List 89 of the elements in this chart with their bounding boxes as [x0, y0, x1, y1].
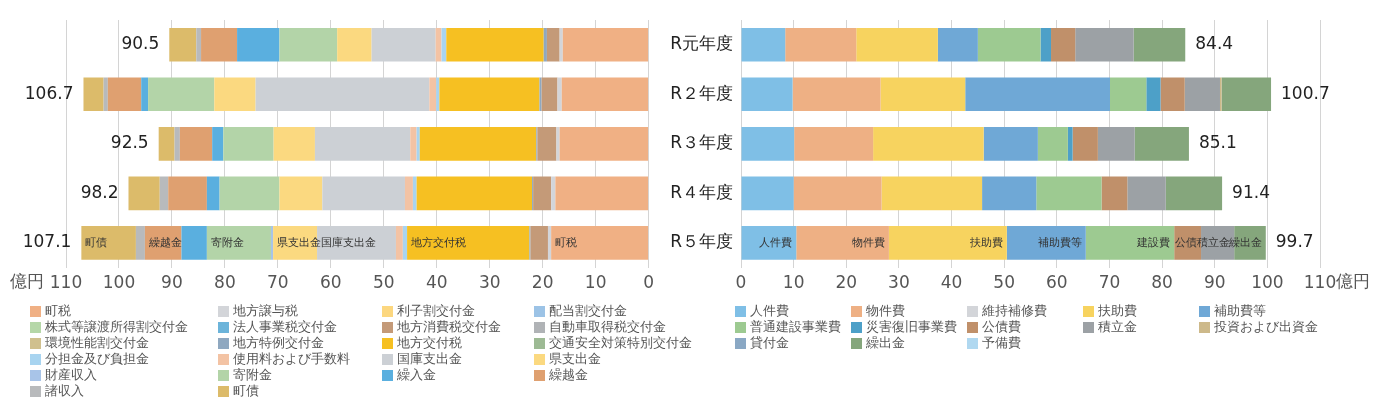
- legend-label: 県支出金: [549, 351, 601, 367]
- x-tick-label: 110: [49, 272, 83, 293]
- x-axis-title: 億円: [1336, 270, 1370, 291]
- annotation: 地方交付税: [410, 235, 467, 249]
- y-tick-label: R２年度: [670, 82, 733, 103]
- legend-label: 維持補修費: [982, 303, 1047, 319]
- legend-label: 交通安全対策特別交付金: [549, 335, 692, 351]
- x-tick-label: 40: [940, 272, 963, 293]
- x-tick-label: 80: [1151, 272, 1173, 293]
- legend-label: 扶助費: [1098, 303, 1137, 319]
- x-tick-label: 100: [1251, 272, 1284, 293]
- annotation: 寄附金: [210, 235, 244, 249]
- legend-label: 地方特例交付金: [233, 335, 324, 351]
- total-label: 106.7: [24, 82, 74, 103]
- legend-label: 町税: [45, 303, 71, 319]
- total-label: 85.1: [1198, 132, 1237, 153]
- y-tick-label: R３年度: [670, 132, 733, 153]
- legend-label: 公債費: [982, 319, 1021, 335]
- legend-label: 繰越金: [549, 367, 588, 383]
- x-tick-label: 90: [161, 272, 183, 293]
- legend-label: 積立金: [1098, 319, 1137, 335]
- legend-label: 地方消費税交付金: [397, 319, 501, 335]
- x-tick-label: 70: [267, 272, 289, 293]
- total-label: 84.4: [1195, 33, 1234, 54]
- legend-label: 災害復旧事業費: [866, 319, 957, 335]
- legend-label: 法人事業税交付金: [233, 319, 337, 335]
- x-tick-label: 0: [643, 272, 655, 293]
- y-tick-label: R４年度: [670, 181, 733, 202]
- legend-label: 普通建設事業費: [750, 319, 841, 335]
- annotation: 公債: [1175, 235, 1198, 249]
- annotation: 建設費: [1136, 235, 1171, 249]
- total-label: 91.4: [1232, 181, 1270, 202]
- annotation: 国庫支出金: [321, 235, 377, 249]
- annotation: 人件費: [759, 235, 793, 249]
- legend-label: 自動車取得税交付金: [549, 319, 666, 335]
- legend-label: 配当割交付金: [549, 303, 627, 319]
- x-tick-label: 70: [1098, 272, 1121, 293]
- legend-label: 分担金及び負担金: [45, 351, 149, 367]
- x-tick-label: 80: [214, 272, 236, 293]
- annotation: 県支出金: [277, 235, 322, 249]
- legend-label: 環境性能割交付金: [45, 335, 149, 351]
- legend-label: 地方譲与税: [233, 303, 298, 319]
- legend-label: 寄附金: [233, 367, 272, 383]
- x-tick-label: 50: [993, 272, 1015, 293]
- legend-label: 財産収入: [45, 367, 97, 383]
- x-tick-label: 50: [372, 272, 395, 293]
- x-tick-label: 10: [584, 272, 607, 293]
- total-label: 92.5: [110, 132, 149, 153]
- total-label: 98.2: [80, 181, 119, 202]
- x-tick-label: 110: [1303, 272, 1337, 293]
- total-label: 90.5: [121, 33, 160, 54]
- annotation: 繰越金: [147, 235, 182, 249]
- legend-label: 予備費: [982, 335, 1021, 351]
- x-tick-label: 20: [835, 272, 858, 293]
- legend-label: 諸収入: [45, 383, 84, 399]
- x-tick-label: 0: [735, 272, 747, 293]
- x-tick-label: 60: [319, 272, 342, 293]
- annotation: 扶助費: [968, 235, 1003, 249]
- x-axis-title: 億円: [10, 270, 44, 291]
- total-label: 100.7: [1281, 82, 1330, 103]
- legend-label: 利子割交付金: [397, 303, 475, 319]
- legend-label: 使用料および手数料: [233, 351, 350, 367]
- legend-label: 物件費: [866, 303, 905, 319]
- annotation: 補助費等: [1037, 235, 1082, 249]
- annotation: 物件費: [851, 235, 885, 249]
- y-tick-label: R元年度: [670, 33, 733, 54]
- legend-label: 国庫支出金: [397, 351, 462, 367]
- x-tick-label: 30: [478, 272, 501, 293]
- annotation: 町税: [555, 235, 578, 249]
- legend-label: 町債: [233, 383, 259, 399]
- total-label: 107.1: [22, 231, 72, 252]
- total-label: 99.7: [1275, 231, 1314, 252]
- x-tick-label: 30: [888, 272, 910, 293]
- legend-label: 株式等譲渡所得割交付金: [45, 319, 188, 335]
- legend-label: 貸付金: [750, 335, 789, 351]
- x-tick-label: 20: [531, 272, 554, 293]
- legend-label: 投資および出資金: [1214, 319, 1318, 335]
- x-tick-label: 100: [102, 272, 136, 293]
- legend-label: 地方交付税: [397, 335, 462, 351]
- legend-label: 補助費等: [1214, 303, 1266, 319]
- annotation: 町債: [85, 235, 108, 249]
- x-tick-label: 10: [782, 272, 805, 293]
- legend-label: 繰入金: [397, 367, 436, 383]
- x-tick-label: 90: [1203, 272, 1226, 293]
- x-tick-label: 60: [1046, 272, 1068, 293]
- legend-label: 人件費: [750, 303, 789, 319]
- x-tick-label: 40: [425, 272, 448, 293]
- y-tick-label: R５年度: [670, 231, 733, 252]
- legend-label: 繰出金: [866, 335, 905, 351]
